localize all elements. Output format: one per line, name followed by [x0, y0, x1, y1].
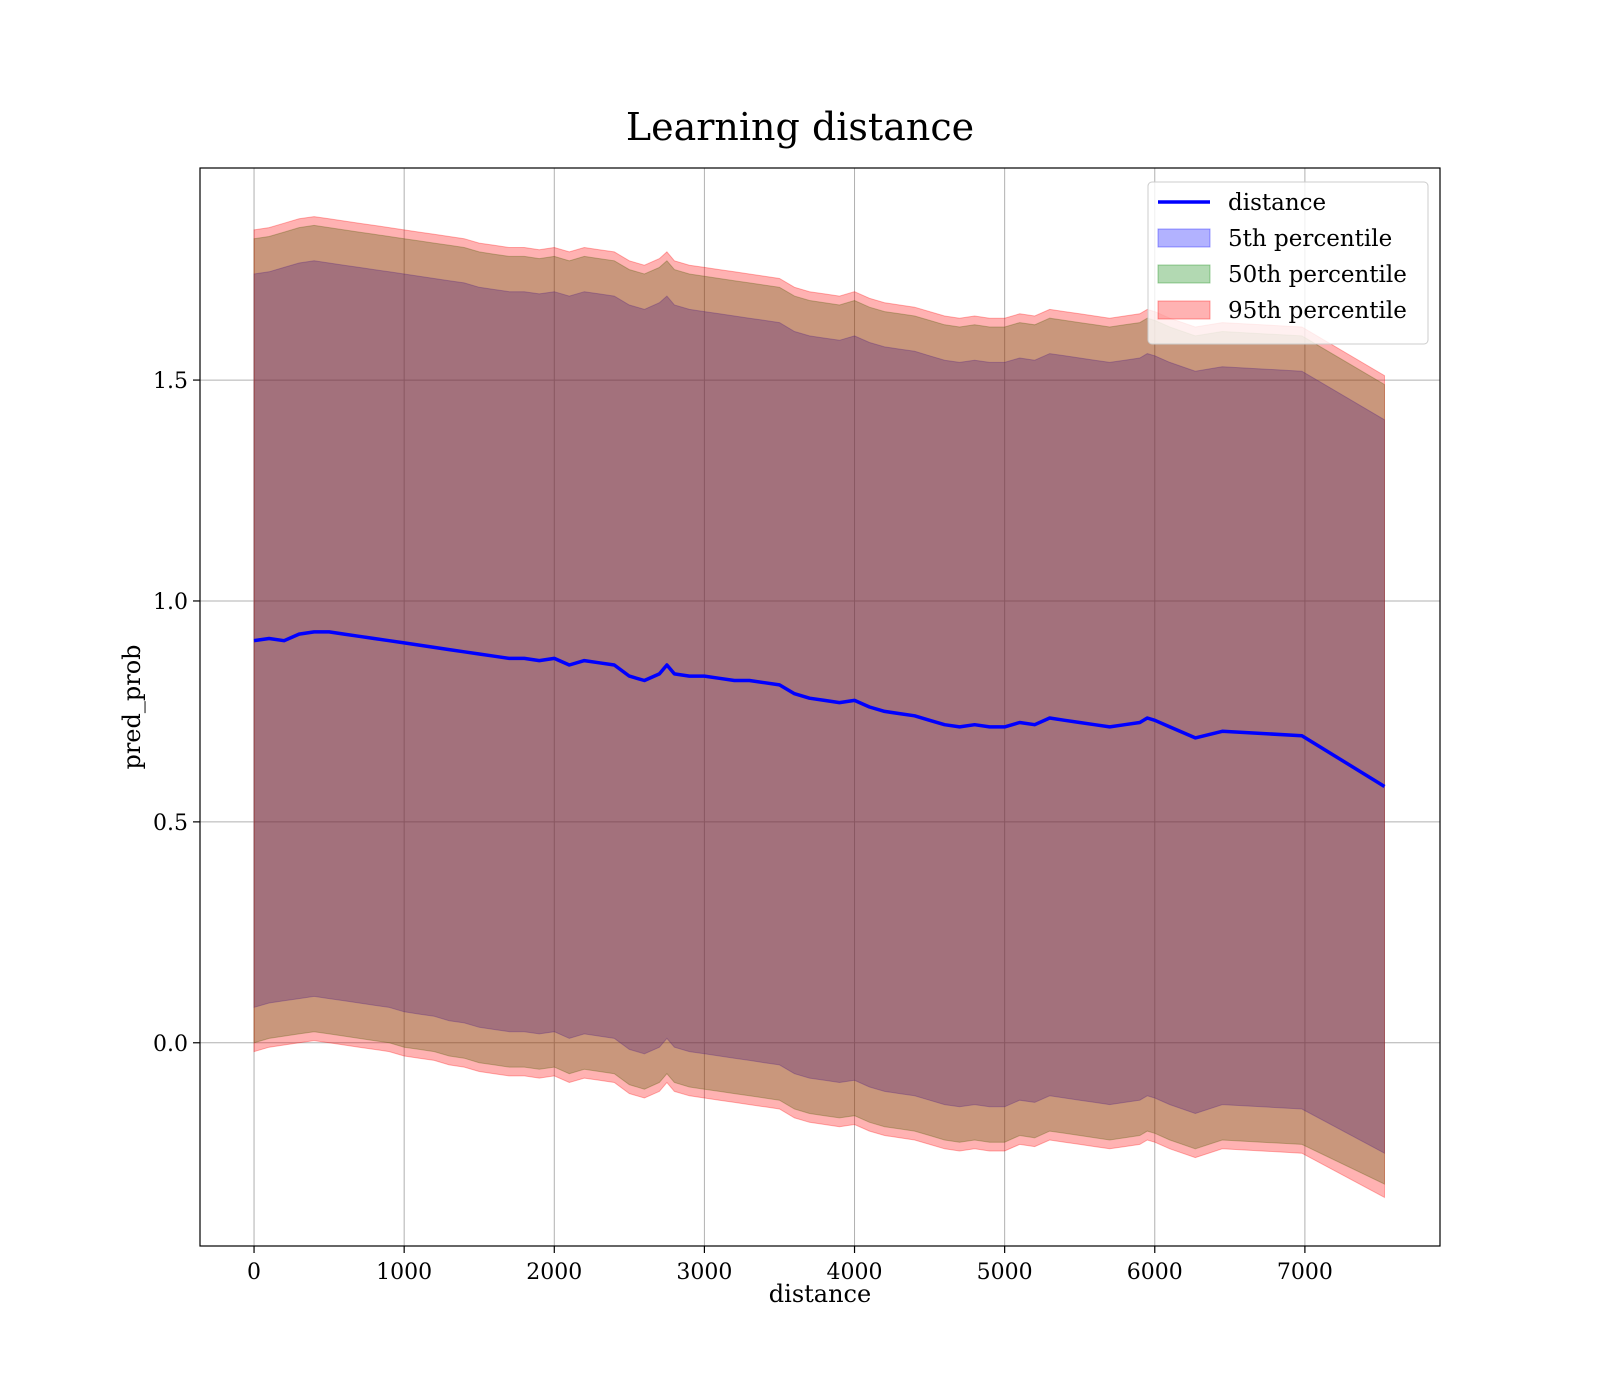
x-tick-label: 3000 [676, 1260, 732, 1285]
y-tick-label: 1.0 [153, 590, 188, 615]
y-tick-label: 1.5 [153, 369, 188, 394]
legend-box [1147, 181, 1429, 345]
5th-percentile-band [253, 260, 1385, 1155]
distance-line [253, 630, 1386, 788]
x-tick-label: 0 [247, 1260, 261, 1285]
legend-band-swatch [1157, 228, 1211, 248]
y-axis-ticks: 0.0 0.5 1.0 1.5 [153, 369, 200, 1057]
legend-band-swatch [1157, 264, 1211, 284]
plot-frame [199, 167, 1441, 1247]
chart-title: Learning distance [626, 105, 974, 149]
legend-entry-label: distance [1228, 190, 1326, 216]
x-tick-label: 2000 [526, 1260, 582, 1285]
x-tick-label: 7000 [1277, 1260, 1333, 1285]
x-axis-ticks: 0 1000 2000 3000 4000 5000 6000 7000 [247, 1246, 1333, 1285]
y-tick-label: 0.0 [153, 1032, 188, 1057]
legend-band-swatch [1157, 300, 1211, 320]
x-axis-label: distance [769, 1280, 871, 1308]
percentile-bands [253, 216, 1385, 1199]
y-axis-label: pred_prob [118, 644, 146, 769]
legend-entry-label: 50th percentile [1228, 262, 1407, 288]
legend-entry-label: 5th percentile [1228, 226, 1392, 252]
50th-percentile-band [253, 224, 1385, 1185]
grid-lines [200, 168, 1440, 1246]
series-lines [253, 630, 1386, 788]
x-tick-label: 4000 [827, 1260, 883, 1285]
95th-percentile-band [253, 216, 1385, 1199]
x-tick-label: 6000 [1127, 1260, 1183, 1285]
legend-entry-label: 95th percentile [1228, 298, 1407, 324]
legend: distance 5th percentile 50th percentile 95t… [1147, 181, 1429, 345]
x-tick-label: 1000 [376, 1260, 432, 1285]
y-tick-label: 0.5 [153, 811, 188, 836]
x-tick-label: 5000 [977, 1260, 1033, 1285]
